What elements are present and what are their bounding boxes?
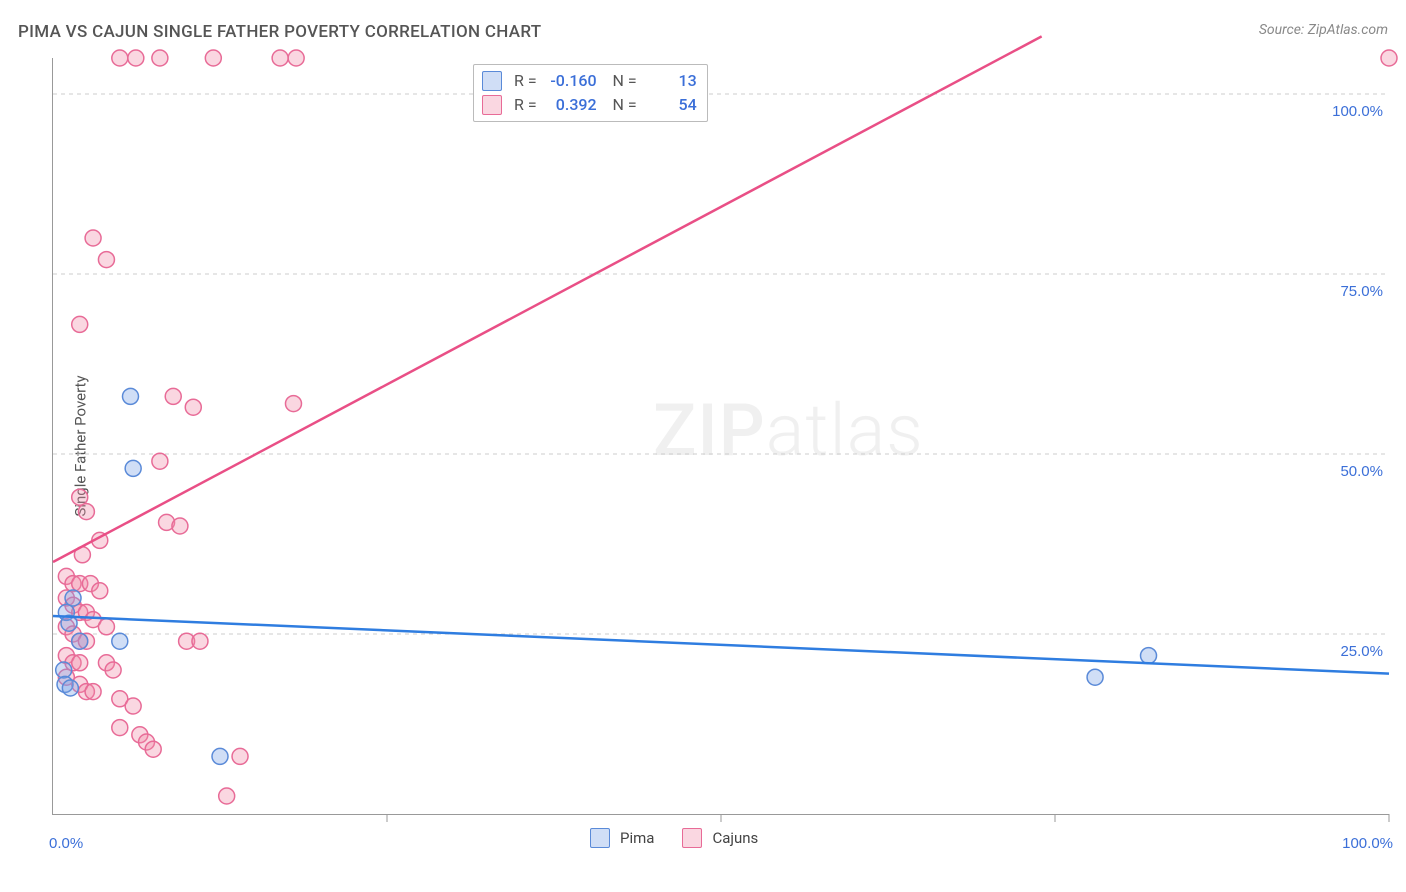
pima-r-value: -0.160 — [545, 69, 597, 93]
cajuns-n-value: 54 — [645, 93, 697, 117]
pima-n-value: 13 — [645, 69, 697, 93]
pima-legend-label: Pima — [620, 829, 654, 847]
svg-text:0.0%: 0.0% — [49, 835, 83, 852]
legend: Pima Cajuns — [590, 828, 758, 848]
svg-text:100.0%: 100.0% — [1342, 835, 1393, 852]
n-label: N = — [605, 69, 637, 93]
r-label: R = — [514, 69, 537, 93]
cajuns-legend-swatch — [682, 828, 702, 848]
pima-legend-swatch — [590, 828, 610, 848]
correlation-stats-box: R = -0.160 N = 13 R = 0.392 N = 54 — [473, 64, 708, 122]
svg-text:75.0%: 75.0% — [1340, 283, 1383, 300]
r-label: R = — [514, 93, 537, 117]
chart-container: PIMA VS CAJUN SINGLE FATHER POVERTY CORR… — [0, 0, 1406, 892]
svg-text:25.0%: 25.0% — [1340, 643, 1383, 660]
cajuns-swatch — [482, 95, 502, 115]
source-attribution: Source: ZipAtlas.com — [1259, 22, 1388, 38]
plot-area: ZIPatlas 25.0%50.0%75.0%100.0%0.0%100.0%… — [52, 58, 1389, 815]
svg-text:100.0%: 100.0% — [1332, 103, 1383, 120]
chart-title: PIMA VS CAJUN SINGLE FATHER POVERTY CORR… — [18, 22, 541, 42]
n-label: N = — [605, 93, 637, 117]
legend-item-pima: Pima — [590, 828, 654, 848]
stats-row-cajuns: R = 0.392 N = 54 — [482, 93, 697, 117]
cajuns-r-value: 0.392 — [545, 93, 597, 117]
legend-item-cajuns: Cajuns — [682, 828, 758, 848]
cajuns-legend-label: Cajuns — [712, 829, 758, 847]
svg-text:50.0%: 50.0% — [1340, 463, 1383, 480]
stats-row-pima: R = -0.160 N = 13 — [482, 69, 697, 93]
chart-svg: 25.0%50.0%75.0%100.0%0.0%100.0% — [53, 58, 1389, 814]
pima-swatch — [482, 71, 502, 91]
